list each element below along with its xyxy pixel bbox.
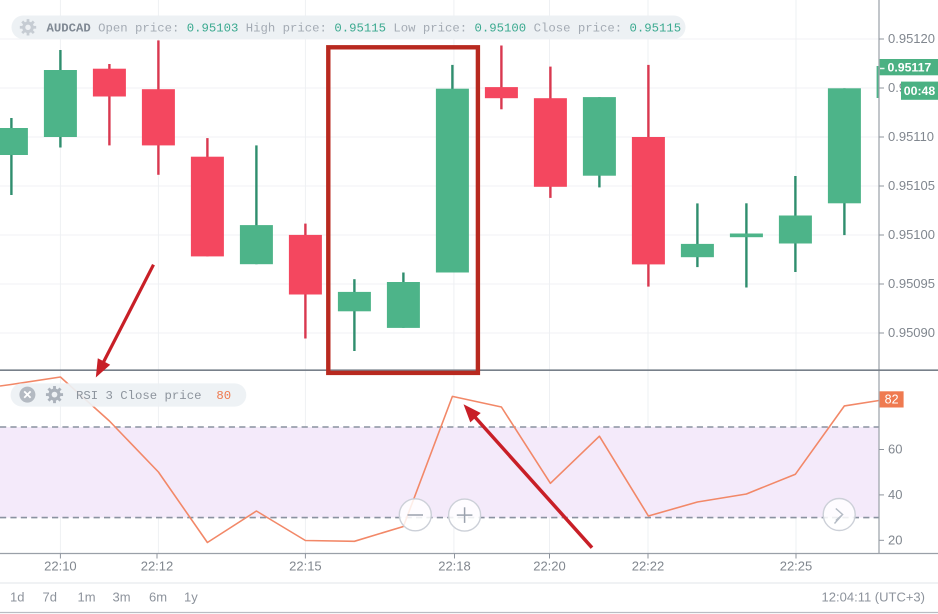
svg-text:0.95110: 0.95110 [888,129,934,144]
svg-text:6m: 6m [149,590,167,605]
svg-text:80: 80 [216,389,231,403]
svg-text:82: 82 [885,393,899,407]
svg-text:1m: 1m [78,590,96,605]
svg-text:1d: 1d [10,590,24,605]
svg-text:60: 60 [888,442,902,457]
svg-text:22:20: 22:20 [533,559,566,574]
svg-text:RSI 3 Close price: RSI 3 Close price [76,389,201,403]
svg-text:22:25: 22:25 [780,559,813,574]
svg-text:22:18: 22:18 [438,559,471,574]
svg-text:0.95117: 0.95117 [888,61,932,75]
svg-text:12:04:11 (UTC+3): 12:04:11 (UTC+3) [822,590,925,605]
svg-text:0.95120: 0.95120 [888,31,935,46]
svg-text:22:22: 22:22 [632,559,665,574]
svg-text:22:15: 22:15 [289,559,322,574]
svg-text:20: 20 [888,533,902,548]
svg-text:0.95090: 0.95090 [888,325,935,340]
svg-text:40: 40 [888,487,902,502]
svg-text:00:48: 00:48 [904,84,936,98]
svg-text:0.95105: 0.95105 [888,178,935,193]
svg-text:0.95095: 0.95095 [888,276,935,291]
svg-text:3m: 3m [113,590,131,605]
svg-text:1y: 1y [184,590,198,605]
svg-text:22:12: 22:12 [141,559,174,574]
svg-text:AUDCAD Open price: 0.95103 Hig: AUDCAD Open price: 0.95103 High price: 0… [47,22,682,36]
svg-text:22:10: 22:10 [44,559,77,574]
svg-text:0.95100: 0.95100 [888,227,935,242]
svg-text:7d: 7d [43,590,57,605]
